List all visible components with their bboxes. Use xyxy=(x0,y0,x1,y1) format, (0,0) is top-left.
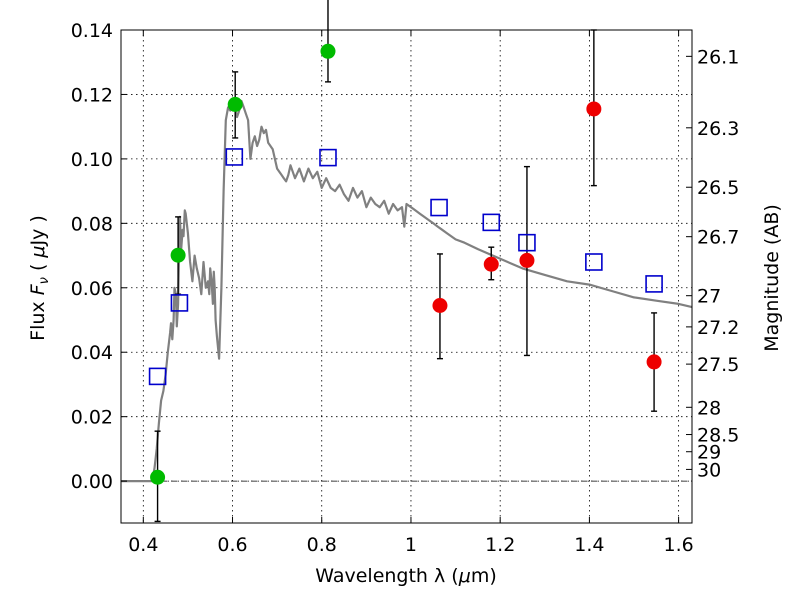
model-flux-square xyxy=(585,253,603,271)
x-tick-label: 1.2 xyxy=(485,534,515,556)
model-flux-square xyxy=(170,294,189,312)
magnitude-tick-label: 30 xyxy=(697,459,721,481)
optical-data-point xyxy=(320,43,336,59)
magnitude-tick-label: 26.7 xyxy=(697,227,739,249)
model-bandpass-squares xyxy=(148,148,663,386)
model-flux-square xyxy=(319,148,337,167)
y-tick-label: 0.04 xyxy=(71,342,113,364)
x-tick-label: 1.6 xyxy=(664,534,694,556)
y-tick-label: 0.10 xyxy=(71,149,113,171)
magnitude-tick-label: 26.1 xyxy=(697,46,739,68)
model-flux-square xyxy=(148,367,167,386)
optical-data-point xyxy=(227,96,243,112)
magnitude-tick-label: 28.5 xyxy=(697,425,739,447)
model-sed-curve xyxy=(121,99,693,483)
model-sed-line xyxy=(121,99,693,483)
x-axis-title: Wavelength λ (μm) xyxy=(315,565,496,587)
nir-data-point xyxy=(483,256,499,272)
plot-frame xyxy=(120,29,693,524)
y-tick-label: 0.12 xyxy=(71,84,113,106)
y-tick-label: 0.14 xyxy=(71,20,113,42)
magnitude-tick-label: 29 xyxy=(697,442,721,464)
y-tick-label: 0.00 xyxy=(71,471,113,493)
nir-data-point xyxy=(519,252,535,268)
optical-data-point xyxy=(150,469,166,485)
magnitude-tick-label: 27.5 xyxy=(697,354,739,376)
model-flux-square xyxy=(225,148,244,166)
x-tick-label: 0.6 xyxy=(217,534,247,556)
y-tick-label: 0.06 xyxy=(71,278,113,300)
magnitude-tick-label: 27.2 xyxy=(697,317,739,339)
grid xyxy=(121,29,692,523)
x-axis: 0.4 0.6 0.8 1 1.2 1.4 1.6 xyxy=(128,30,694,556)
model-flux-square xyxy=(518,233,536,252)
y-axis: 0.00 0.02 0.04 0.06 0.08 0.10 0.12 0.14 xyxy=(71,20,127,493)
x-tick-label: 1.4 xyxy=(574,534,604,556)
y-tick-label: 0.02 xyxy=(71,407,113,429)
model-flux-square xyxy=(645,275,663,293)
x-tick-label: 0.8 xyxy=(307,534,337,556)
magnitude-tick-label: 26.3 xyxy=(697,118,739,140)
model-flux-square xyxy=(482,213,501,232)
y-tick-label: 0.08 xyxy=(71,213,113,235)
nir-data-point xyxy=(646,354,662,370)
nir-data-point xyxy=(432,298,448,313)
y-axis-title: Flux Fν ( μJy ) xyxy=(27,215,52,341)
magnitude-tick-label: 26.5 xyxy=(697,177,739,199)
x-tick-label: 0.4 xyxy=(128,534,158,556)
nir-data-point xyxy=(586,101,602,117)
model-flux-square xyxy=(430,198,448,217)
magnitude-tick-label: 28 xyxy=(697,397,721,419)
x-tick-label: 1 xyxy=(405,534,417,556)
magnitude-tick-label: 27 xyxy=(697,286,721,308)
photometry-points xyxy=(150,43,662,485)
magnitude-axis-title: Magnitude (AB) xyxy=(761,204,783,352)
error-bars xyxy=(154,0,658,523)
optical-data-point xyxy=(170,247,186,263)
